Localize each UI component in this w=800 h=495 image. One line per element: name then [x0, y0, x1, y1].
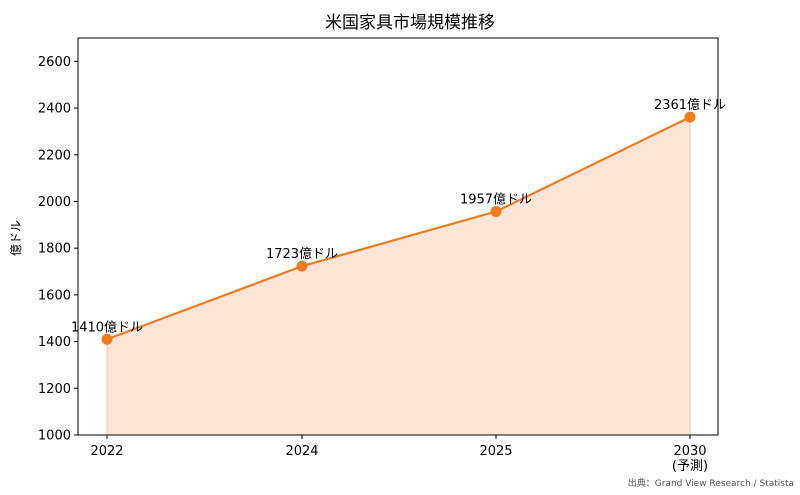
- data-point: [490, 206, 502, 218]
- data-label: 1957億ドル: [460, 192, 532, 208]
- y-tick-label: 2600: [38, 55, 71, 70]
- x-tick-label: 2022: [90, 444, 123, 459]
- y-axis-label: 億ドル: [9, 220, 23, 256]
- x-tick-label: 2030: [673, 444, 706, 459]
- data-point: [101, 333, 113, 345]
- area-fill: [107, 117, 690, 435]
- x-tick-sublabel: (予測): [672, 459, 708, 474]
- y-tick-label: 2000: [38, 195, 71, 210]
- data-point: [296, 260, 308, 272]
- data-label: 1723億ドル: [266, 246, 338, 262]
- x-tick-label: 2024: [285, 444, 318, 459]
- x-tick-label: 2025: [479, 444, 512, 459]
- y-tick-label: 1400: [38, 335, 71, 350]
- data-label: 1410億ドル: [71, 319, 143, 335]
- y-tick-label: 2200: [38, 148, 71, 163]
- chart-title: 米国家具市場規模推移: [325, 13, 495, 33]
- source-note: 出典：Grand View Research / Statista: [628, 477, 794, 489]
- data-point: [684, 111, 696, 123]
- y-tick-label: 1200: [38, 382, 71, 397]
- plot-frame: [77, 37, 719, 436]
- plot-area: 1000 1200 1400 1600 1800 2000 2200 2400 2600 2022…: [38, 37, 726, 474]
- data-label: 2361億ドル: [654, 97, 726, 113]
- series-line: [106, 116, 691, 341]
- y-tick-label: 1600: [38, 288, 71, 303]
- y-tick-label: 1800: [38, 242, 71, 257]
- y-tick-label: 2400: [38, 102, 71, 117]
- y-tick-label: 1000: [38, 429, 71, 444]
